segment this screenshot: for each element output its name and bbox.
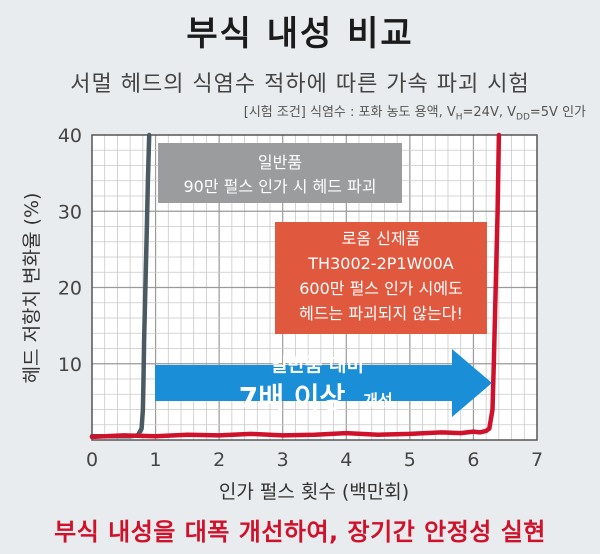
condition-mid: =24V, V: [462, 105, 517, 120]
x-tick-label: 3: [277, 449, 289, 471]
arrow-text-top: 일반품 대비: [270, 354, 364, 376]
x-tick-label: 4: [340, 449, 352, 471]
rohm-line-1: 로옴 신제품: [342, 229, 421, 248]
x-tick-label: 5: [404, 449, 416, 471]
arrow-shape: [155, 349, 492, 417]
x-tick-label: 7: [531, 449, 543, 471]
y-tick-label: 10: [58, 354, 82, 376]
series-line-rohm: [89, 132, 502, 440]
conventional-line-2: 90만 펄스 인가 시 헤드 파괴: [184, 177, 377, 196]
x-axis-label: 인가 펄스 횟수 (백만회): [219, 481, 409, 503]
arrow-text-small: 개선: [363, 391, 392, 410]
conventional-annotation: 일반품 90만 펄스 인가 시 헤드 파괴: [158, 143, 402, 203]
page-subtitle: 서멀 헤드의 식염수 적하에 따른 가속 파괴 시험: [70, 72, 530, 97]
footer-message: 부식 내성을 대폭 개선하여, 장기간 안정성 실현: [54, 518, 546, 546]
test-condition: [시험 조건] 식염수 : 포화 농도 용액, VH=24V, VDD=5V 인…: [244, 101, 586, 123]
condition-vdd-sub: DD: [516, 112, 530, 123]
conventional-line-1: 일반품: [258, 153, 302, 172]
y-axis-label: 헤드 저항치 변화율 (%): [21, 193, 43, 384]
chart: 0 1 2 3 4 5 6 7 10 20 30 40 헤드 저항치 변화율 (%) 인가 펄스 횟수…: [21, 125, 543, 503]
rohm-line-3: 600만 펄스 인가 시에도: [299, 279, 463, 298]
x-tick-label: 2: [213, 449, 225, 471]
rohm-annotation: 로옴 신제품 TH3002-2P1W00A 600만 펄스 인가 시에도 헤드는…: [275, 222, 487, 334]
y-tick-label: 20: [58, 278, 82, 300]
page-title: 부식 내성 비교: [186, 14, 414, 54]
tick-labels: 0 1 2 3 4 5 6 7 10 20 30 40: [58, 125, 543, 471]
rohm-box: [275, 222, 487, 334]
y-tick-label: 40: [58, 125, 82, 147]
conventional-box: [158, 143, 402, 203]
series-layer: [89, 132, 502, 440]
x-tick-label: 0: [86, 449, 98, 471]
x-tick-label: 1: [150, 449, 162, 471]
arrow-text-big: 7배 이상: [239, 381, 346, 414]
rohm-line-2: TH3002-2P1W00A: [307, 254, 453, 273]
rohm-line-4: 헤드는 파괴되지 않는다!: [299, 304, 463, 323]
x-tick-label: 6: [467, 449, 479, 471]
y-tick-label: 30: [58, 201, 82, 223]
condition-prefix: [시험 조건] 식염수 : 포화 농도 용액, V: [243, 105, 456, 120]
improvement-arrow: 일반품 대비 7배 이상 개선: [155, 349, 492, 417]
condition-suffix: =5V 인가: [529, 105, 586, 120]
plot-frame: [91, 134, 538, 441]
condition-vh-sub: H: [455, 112, 463, 123]
